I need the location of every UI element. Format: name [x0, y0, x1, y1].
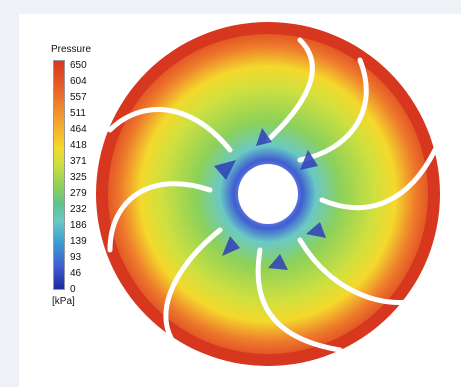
blade	[255, 247, 343, 353]
legend-tick: 604	[70, 76, 87, 87]
legend-tick: 232	[70, 204, 87, 215]
legend-unit: [kPa]	[52, 296, 75, 307]
blade	[297, 237, 423, 305]
legend-tick: 46	[70, 268, 82, 279]
legend-tick: 93	[70, 252, 82, 263]
blade	[163, 227, 223, 353]
legend-tick: 371	[70, 156, 87, 167]
blade-passages	[107, 37, 438, 353]
low-pressure-wedge	[256, 128, 272, 146]
legend-tick: 325	[70, 172, 87, 183]
legend-tick: 557	[70, 92, 87, 103]
low-pressure-wedge	[214, 160, 236, 180]
legend-tick: 279	[70, 188, 87, 199]
low-pressure-wedge	[222, 236, 240, 256]
inlet-low-pressure-zones	[214, 128, 326, 270]
blade	[265, 37, 315, 143]
low-pressure-wedge	[300, 150, 318, 170]
blade	[107, 181, 213, 253]
legend-tick: 186	[70, 220, 87, 231]
low-pressure-wedge	[268, 254, 288, 270]
blade	[319, 147, 438, 211]
low-pressure-wedge	[306, 222, 326, 238]
legend-tick: 511	[70, 108, 86, 119]
legend-tick: 418	[70, 140, 87, 151]
legend-tick: 139	[70, 236, 87, 247]
legend-title: Pressure	[51, 44, 92, 55]
legend-tick: 650	[70, 60, 87, 71]
legend-tick: 464	[70, 124, 87, 135]
hub-bore	[238, 164, 298, 224]
legend-tick: 0	[70, 284, 76, 295]
legend-colorbar	[53, 60, 65, 290]
blade	[297, 57, 369, 163]
blade	[107, 107, 233, 153]
